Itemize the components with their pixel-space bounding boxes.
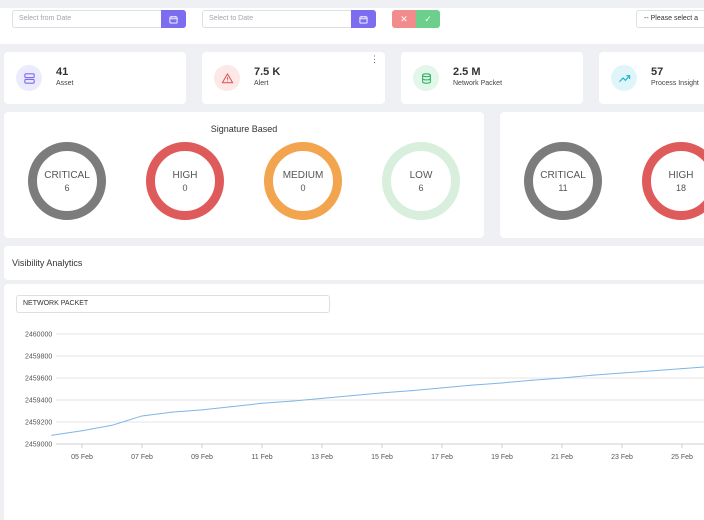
stat-card-process-insight: 57 Process Insight [599,52,704,104]
severity-ring-medium[interactable]: MEDIUM 0 [264,142,342,220]
y-tick-label: 2459000 [25,442,52,449]
stat-label: Network Packet [453,80,503,87]
x-tick-label: 09 Feb [191,454,213,461]
data-point [351,395,353,397]
from-date-input[interactable]: Select from Date [12,10,162,28]
severity-ring-critical[interactable]: CRITICAL 6 [28,142,106,220]
x-tick-label: 19 Feb [491,454,513,461]
stat-value: 2.5 M [453,66,481,78]
stat-card-alert: 7.5 K Alert ⋮ [202,52,385,104]
y-tick-label: 2459600 [25,376,52,383]
data-point [261,402,263,404]
x-tick-label: 11 Feb [251,454,272,461]
data-point [81,430,83,432]
data-point [321,397,323,399]
ring-label: HIGH [172,169,198,181]
ring-count: 0 [182,182,188,193]
visibility-analytics-title: Visibility Analytics [12,258,83,268]
ring-label: LOW [409,169,433,181]
data-point [501,382,503,384]
x-tick-label: 17 Feb [431,454,453,461]
to-date-calendar-button[interactable] [351,10,376,28]
series-line [51,366,704,436]
stat-value: 57 [651,66,664,78]
severity-ring-high[interactable]: HIGH 0 [146,142,224,220]
data-point [651,370,653,372]
data-point [681,368,683,370]
signature-panel-title: Signature Based [210,124,278,134]
severity-ring-high[interactable]: HIGH 18 [642,142,704,220]
y-tick-label: 2459400 [25,398,52,405]
data-point [441,387,443,389]
apply-filter-button[interactable]: ✓ [416,10,440,28]
stat-icon-wrap [16,65,42,91]
ring-count: 0 [300,182,306,193]
stat-icon-wrap [413,65,439,91]
severity-ring-low[interactable]: LOW 6 [382,142,460,220]
stat-icon-wrap [611,65,637,91]
clear-filter-button[interactable]: ✕ [392,10,416,28]
x-tick-label: 25 Feb [671,454,693,461]
calendar-icon [169,15,178,24]
y-tick-label: 2459800 [25,354,52,361]
alert-triangle-icon [221,72,233,83]
y-tick-label: 2460000 [25,332,52,339]
stat-icon-wrap [214,65,240,91]
severity-ring-critical[interactable]: CRITICAL 11 [524,142,602,220]
x-tick-label: 23 Feb [611,454,633,461]
ring-label: MEDIUM [282,169,324,181]
data-point [621,372,623,374]
to-date-input[interactable]: Select to Date [202,10,352,28]
network-packet-line-chart: 2460000 2459800 2459600 2459400 2459200 24590… [25,332,704,461]
data-point [111,424,113,426]
ring-label: CRITICAL [44,169,90,181]
ring-count: 6 [64,182,70,193]
ring-label: HIGH [668,169,694,181]
x-tick-label: 13 Feb [311,454,333,461]
stat-label: Process Insight [651,80,699,87]
stat-label: Alert [254,80,269,87]
from-date-calendar-button[interactable] [161,10,186,28]
x-tick-label: 21 Feb [551,454,573,461]
data-point [201,409,203,411]
x-tick-label: 15 Feb [371,454,393,461]
stat-label: Asset [56,80,74,87]
data-point [171,411,173,413]
data-point [591,374,593,376]
database-icon [421,72,431,84]
data-point [291,400,293,402]
trending-up-icon [618,74,630,82]
visibility-analytics-header [4,246,704,280]
ring-count: 18 [675,182,686,193]
ring-count: 6 [418,182,424,193]
data-point [381,392,383,394]
stat-value: 7.5 K [254,66,281,78]
data-point [141,415,143,417]
metric-select[interactable]: NETWORK PACKET [16,295,330,313]
data-point [531,379,533,381]
stat-card-asset: 41 Asset [4,52,186,104]
data-point [51,434,53,436]
chart-panel [4,284,704,520]
data-point [411,390,413,392]
ring-label: CRITICAL [540,169,586,181]
filter-select[interactable]: -- Please select a [636,10,704,28]
x-tick-label: 05 Feb [71,454,93,461]
stat-value: 41 [56,66,69,78]
data-point [561,377,563,379]
data-point [471,384,473,386]
more-options-icon[interactable]: ⋮ [370,54,379,64]
ring-count: 11 [558,182,568,193]
calendar-icon [359,15,368,24]
stat-card-network-packet: 2.5 M Network Packet [401,52,583,104]
y-tick-label: 2459200 [25,420,52,427]
x-tick-label: 07 Feb [131,454,153,461]
server-icon [23,72,35,84]
data-point [231,406,233,408]
